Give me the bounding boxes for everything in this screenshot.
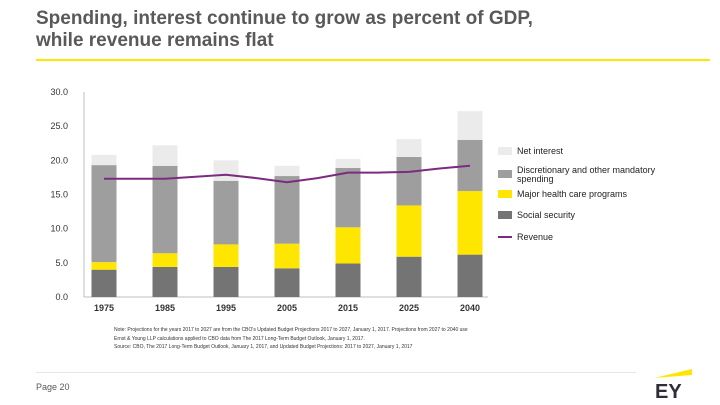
- y-tick-label: 15.0: [50, 190, 68, 200]
- bar-net-interest: [274, 165, 300, 177]
- y-tick-label: 10.0: [50, 224, 68, 234]
- x-tick-label: 2040: [460, 303, 480, 313]
- bars: [91, 111, 483, 297]
- chart-notes: Note: Projections for the years 2017 to …: [114, 326, 584, 352]
- x-tick-label: 1985: [155, 303, 175, 313]
- y-tick-label: 25.0: [50, 121, 68, 131]
- bar-social-security: [274, 268, 300, 297]
- bar-discretionary-and-other-mandatory-spending: [213, 180, 239, 245]
- bar-social-security: [457, 254, 483, 297]
- bar-social-security: [335, 263, 361, 297]
- bar-major-health-care-programs: [152, 253, 178, 267]
- bar-social-security: [91, 269, 117, 297]
- legend-label-major-health-care-programs: Major health care programs: [517, 189, 628, 199]
- x-tick-label: 1975: [94, 303, 114, 313]
- note-line-1: Note: Projections for the years 2017 to …: [114, 327, 468, 333]
- revenue-line-group: [104, 164, 471, 184]
- bar-major-health-care-programs: [213, 244, 239, 267]
- bar-net-interest: [335, 158, 361, 168]
- note-line-2: Ernst & Young LLP calculations applied t…: [114, 335, 365, 342]
- page-number: Page 20: [36, 382, 70, 392]
- legend-label-line: Discretionary and other mandatory: [517, 165, 656, 175]
- y-tick-label: 30.0: [50, 87, 68, 97]
- y-tick-label: 5.0: [55, 258, 68, 268]
- bar-discretionary-and-other-mandatory-spending: [457, 139, 483, 192]
- bar-major-health-care-programs: [274, 243, 300, 269]
- bar-discretionary-and-other-mandatory-spending: [274, 176, 300, 244]
- x-tick-label: 2015: [338, 303, 358, 313]
- bar-social-security: [213, 266, 239, 297]
- bar-discretionary-and-other-mandatory-spending: [396, 156, 422, 206]
- spending-chart: 0.0 5.0 10.0 15.0 20.0 25.0 30.0 1975 1985 1995 2…: [50, 87, 656, 313]
- bar-major-health-care-programs: [457, 191, 483, 255]
- bar-discretionary-and-other-mandatory-spending: [152, 165, 178, 254]
- bar-major-health-care-programs: [335, 227, 361, 264]
- bar-net-interest: [152, 145, 178, 166]
- legend-label-discretionary-and-other-mandatory-spending: Discretionary and other mandatory spendin…: [517, 165, 656, 184]
- bar-net-interest: [213, 160, 239, 181]
- footer-divider: [36, 372, 636, 373]
- bar-net-interest: [457, 111, 483, 140]
- logo-text: EY: [655, 381, 682, 400]
- bar-major-health-care-programs: [396, 205, 422, 257]
- legend-swatch-net-interest: [498, 147, 512, 155]
- bar-social-security: [396, 256, 422, 297]
- legend: Net interest Discretionary and other mand…: [498, 146, 656, 242]
- legend-swatch-major-health-care-programs: [498, 190, 512, 198]
- y-tick-label: 20.0: [50, 155, 68, 165]
- legend-swatch-discretionary-and-other-mandatory-spending: [498, 170, 512, 178]
- legend-label-social-security: Social security: [517, 210, 576, 220]
- ey-logo: EY: [654, 369, 692, 400]
- x-tick-label: 2025: [399, 303, 419, 313]
- bar-discretionary-and-other-mandatory-spending: [335, 167, 361, 228]
- revenue-line: [104, 164, 471, 184]
- bar-net-interest: [91, 154, 117, 166]
- title-line-2: while revenue remains flat: [36, 30, 274, 51]
- x-tick-label: 1995: [216, 303, 236, 313]
- x-tick-label: 2005: [277, 303, 297, 313]
- source-line: Source: CBO, The 2017 Long-Term Budget O…: [114, 344, 413, 350]
- bar-social-security: [152, 266, 178, 297]
- title-line-1: Spending, interest continue to grow as p…: [36, 8, 533, 29]
- x-axis: 1975 1985 1995 2005 2015 2025 2040: [94, 303, 480, 313]
- bar-discretionary-and-other-mandatory-spending: [91, 165, 117, 263]
- slide-title: Spending, interest continue to grow as p…: [36, 8, 716, 52]
- legend-label-line: spending: [517, 174, 554, 184]
- logo-accent-beam: [654, 369, 692, 378]
- bar-major-health-care-programs: [91, 262, 117, 270]
- legend-label-revenue: Revenue: [517, 232, 553, 242]
- legend-label-net-interest: Net interest: [517, 146, 564, 156]
- title-underline: [36, 59, 710, 61]
- legend-swatch-social-security: [498, 211, 512, 219]
- y-tick-label: 0.0: [55, 292, 68, 302]
- bar-net-interest: [396, 139, 422, 157]
